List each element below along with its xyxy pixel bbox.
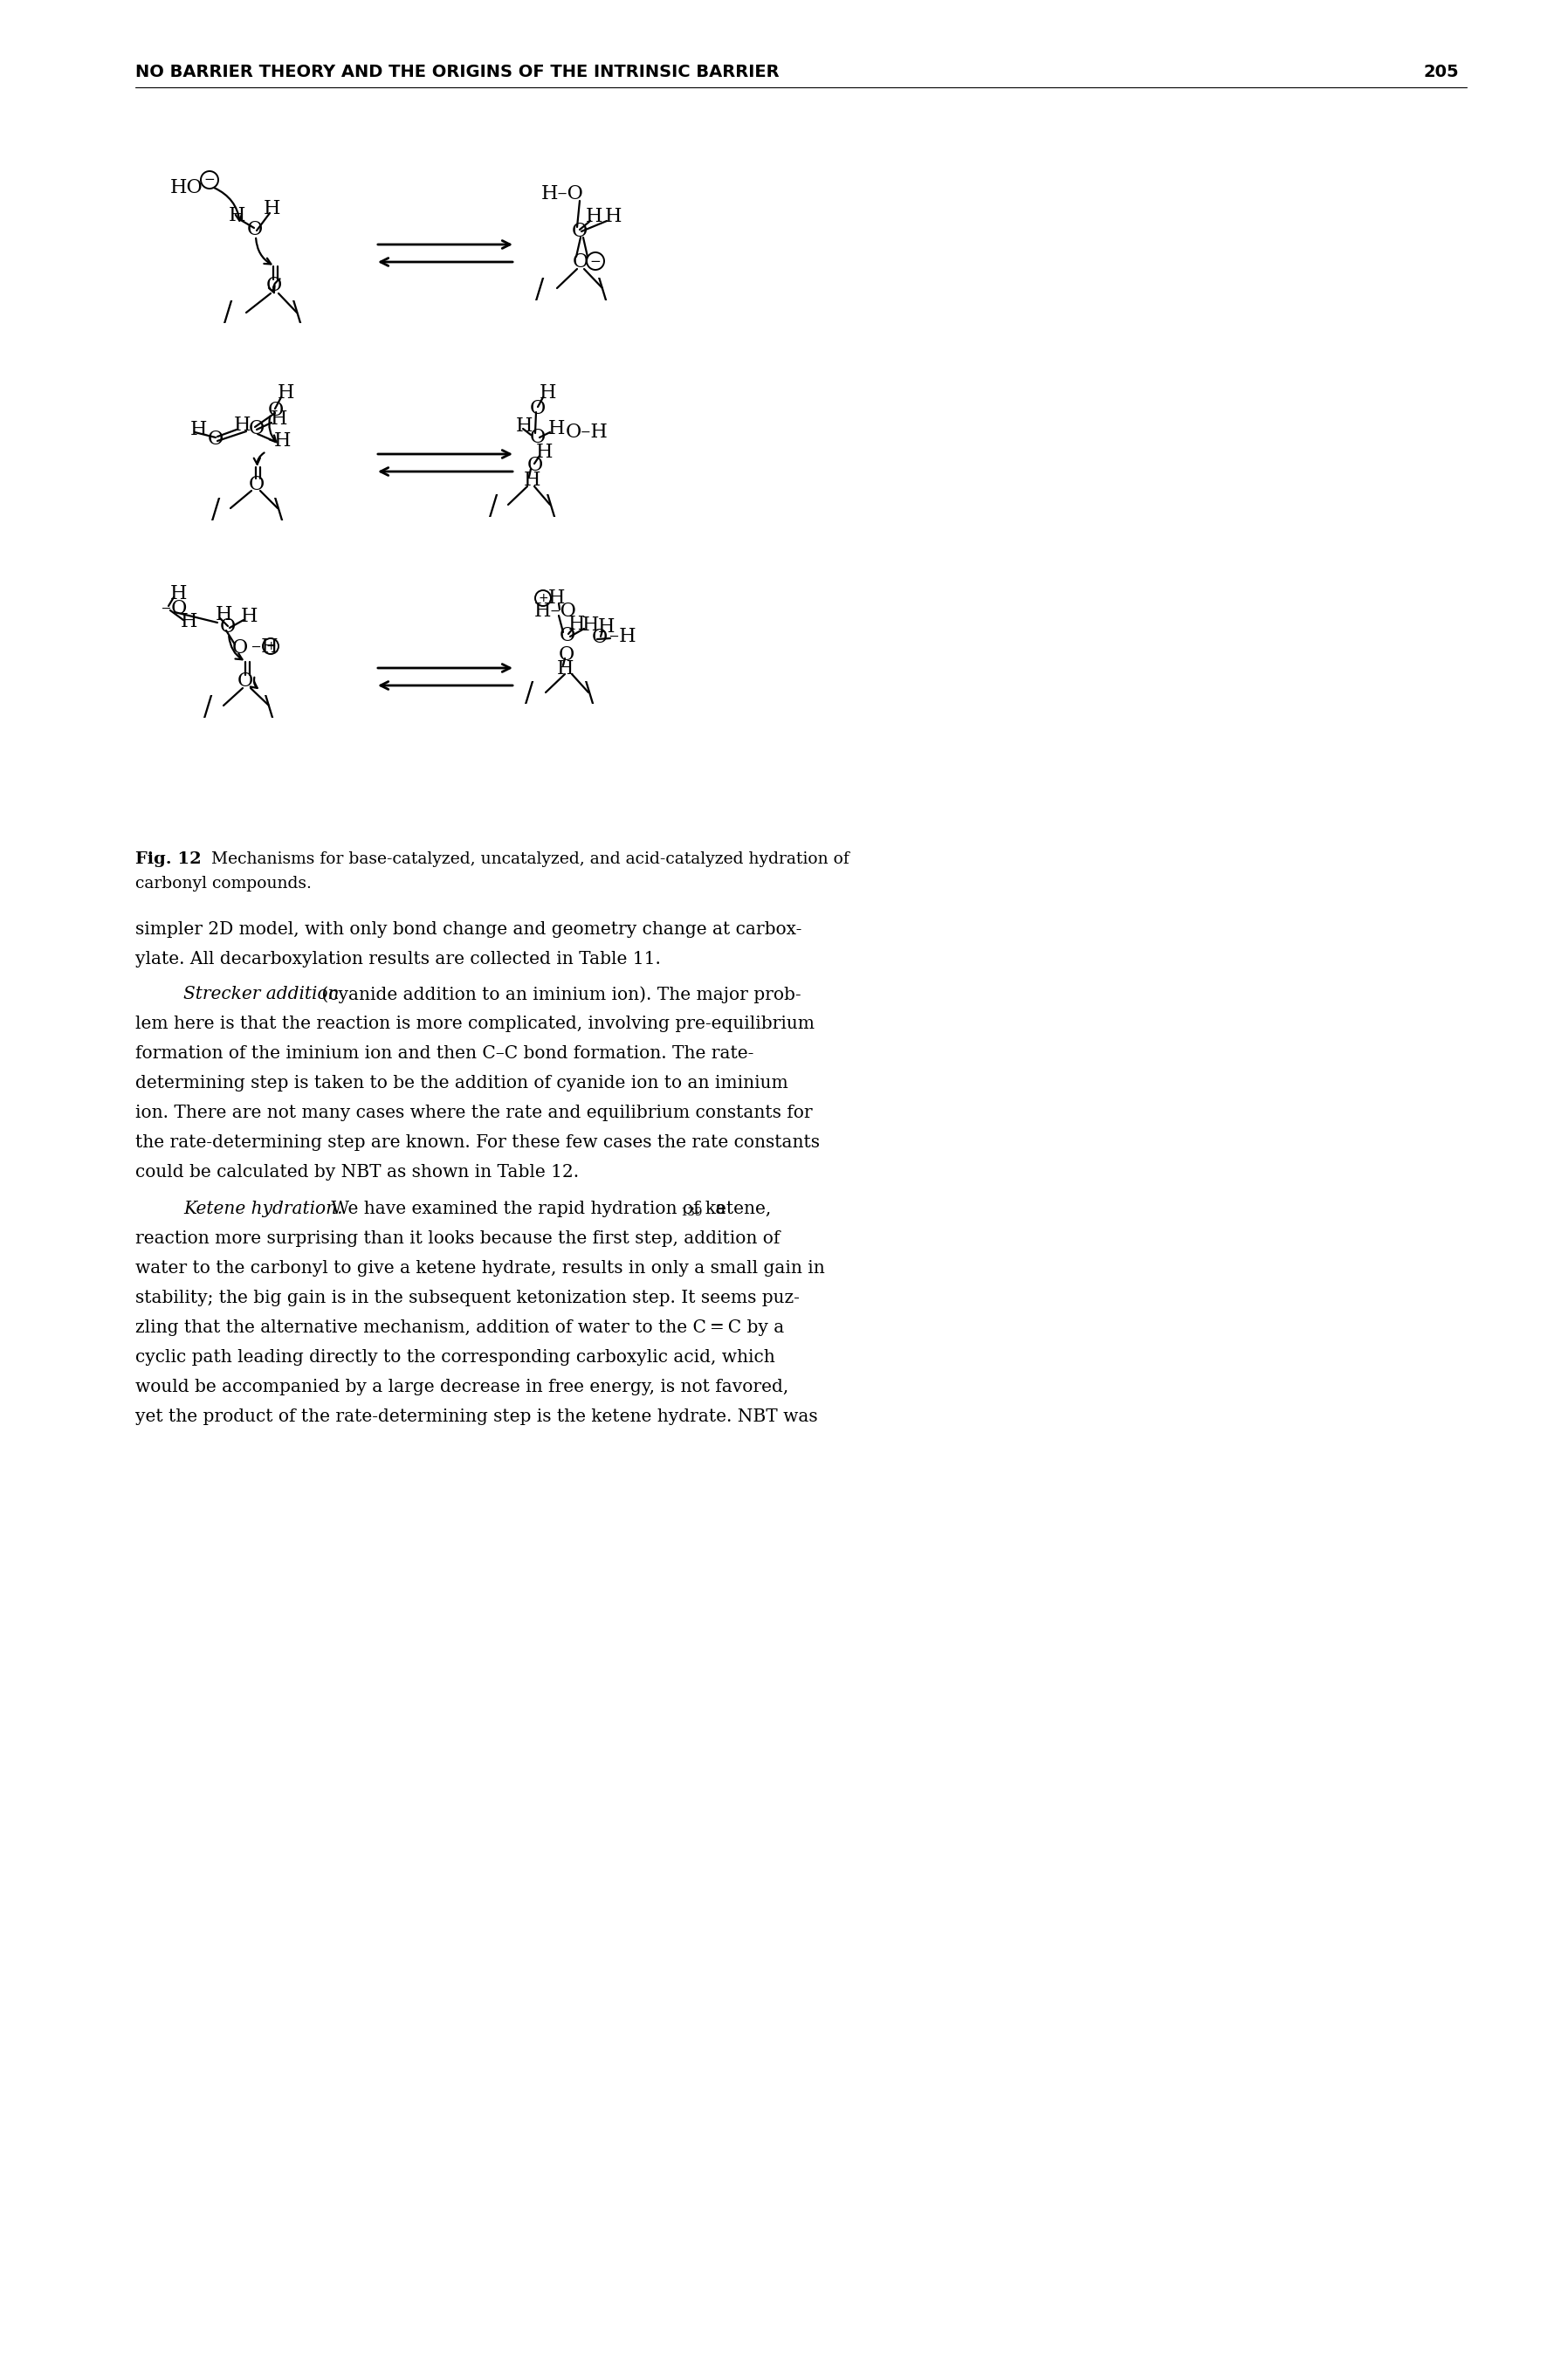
Text: H: H — [216, 605, 232, 624]
Text: /: / — [525, 680, 533, 709]
Text: O: O — [530, 428, 546, 446]
Text: O: O — [572, 253, 588, 272]
Text: simpler 2D model, with only bond change and geometry change at carbox-: simpler 2D model, with only bond change … — [135, 921, 801, 938]
Text: H: H — [586, 208, 602, 227]
Text: H: H — [274, 432, 292, 451]
Text: H: H — [271, 409, 287, 430]
Text: H: H — [557, 659, 574, 678]
Text: (cyanide addition to an iminium ion). The major prob-: (cyanide addition to an iminium ion). Th… — [317, 985, 801, 1004]
Text: H–O: H–O — [535, 602, 577, 621]
Text: H: H — [190, 420, 207, 439]
Text: could be calculated by NBT as shown in Table 12.: could be calculated by NBT as shown in T… — [135, 1164, 579, 1181]
Text: \: \ — [585, 680, 594, 709]
Text: yet the product of the rate-determining step is the ketene hydrate. NBT was: yet the product of the rate-determining … — [135, 1408, 818, 1424]
Text: water to the carbonyl to give a ketene hydrate, results in only a small gain in: water to the carbonyl to give a ketene h… — [135, 1259, 825, 1275]
Text: lem here is that the reaction is more complicated, involving pre-equilibrium: lem here is that the reaction is more co… — [135, 1016, 814, 1032]
Text: ylate. All decarboxylation results are collected in Table 11.: ylate. All decarboxylation results are c… — [135, 952, 660, 968]
Text: reaction more surprising than it looks because the first step, addition of: reaction more surprising than it looks b… — [135, 1231, 779, 1247]
Text: determining step is taken to be the addition of cyanide ion to an iminium: determining step is taken to be the addi… — [135, 1075, 789, 1091]
Text: Ketene hydration.: Ketene hydration. — [183, 1200, 343, 1216]
Text: \: \ — [265, 694, 273, 720]
Text: O: O — [527, 456, 543, 475]
Text: −: − — [590, 255, 601, 267]
Text: would be accompanied by a large decrease in free energy, is not favored,: would be accompanied by a large decrease… — [135, 1379, 789, 1396]
Text: O: O — [220, 616, 235, 638]
Text: H: H — [549, 418, 566, 439]
Text: H: H — [263, 198, 281, 217]
Text: H–O: H–O — [541, 184, 583, 203]
Text: H: H — [597, 616, 615, 638]
Text: 205: 205 — [1424, 64, 1458, 80]
Text: \: \ — [274, 496, 284, 524]
Text: ion. There are not many cases where the rate and equilibrium constants for: ion. There are not many cases where the … — [135, 1105, 812, 1122]
Text: Fig. 12: Fig. 12 — [135, 850, 201, 867]
Text: H: H — [180, 612, 198, 631]
Text: –H: –H — [610, 626, 637, 647]
Text: –H: –H — [251, 638, 278, 657]
Text: H: H — [229, 205, 246, 224]
Text: \: \ — [293, 300, 301, 326]
Text: H: H — [524, 470, 541, 489]
Text: H: H — [568, 614, 585, 633]
Text: H: H — [582, 616, 599, 635]
Text: O: O — [558, 645, 575, 664]
Text: O: O — [560, 626, 575, 645]
Text: a: a — [710, 1200, 726, 1216]
Text: H: H — [605, 208, 622, 227]
Text: O: O — [530, 399, 546, 418]
Text: −: − — [204, 172, 215, 187]
Text: We have examined the rapid hydration of ketene,: We have examined the rapid hydration of … — [326, 1200, 771, 1216]
Text: stability; the big gain is in the subsequent ketonization step. It seems puz-: stability; the big gain is in the subseq… — [135, 1290, 800, 1306]
Text: H: H — [549, 588, 566, 607]
Text: O: O — [267, 276, 282, 295]
Text: O: O — [268, 402, 284, 420]
Text: \: \ — [597, 276, 607, 302]
Text: O–H: O–H — [566, 423, 608, 442]
Text: /: / — [204, 694, 212, 720]
Text: /: / — [489, 494, 499, 520]
Text: O: O — [248, 220, 263, 239]
Text: O: O — [237, 671, 254, 690]
Text: –O: –O — [162, 600, 187, 619]
Text: formation of the iminium ion and then C–C bond formation. The rate-: formation of the iminium ion and then C–… — [135, 1046, 754, 1063]
Text: +: + — [538, 593, 549, 605]
Text: H: H — [241, 607, 259, 626]
Text: the rate-determining step are known. For these few cases the rate constants: the rate-determining step are known. For… — [135, 1134, 820, 1150]
Text: 139: 139 — [681, 1207, 702, 1219]
Text: NO BARRIER THEORY AND THE ORIGINS OF THE INTRINSIC BARRIER: NO BARRIER THEORY AND THE ORIGINS OF THE… — [135, 64, 779, 80]
Text: Strecker addition: Strecker addition — [183, 985, 339, 1001]
Text: cyclic path leading directly to the corresponding carboxylic acid, which: cyclic path leading directly to the corr… — [135, 1349, 775, 1365]
Text: O: O — [593, 628, 608, 647]
Text: O: O — [232, 638, 248, 657]
Text: H: H — [278, 383, 295, 402]
Text: O: O — [572, 222, 588, 241]
Text: H: H — [516, 416, 533, 435]
Text: zling that the alternative mechanism, addition of water to the C = C by a: zling that the alternative mechanism, ad… — [135, 1320, 784, 1337]
Text: H: H — [234, 416, 251, 435]
Text: O: O — [249, 475, 265, 494]
Text: carbonyl compounds.: carbonyl compounds. — [135, 876, 312, 890]
Text: Mechanisms for base-catalyzed, uncatalyzed, and acid-catalyzed hydration of: Mechanisms for base-catalyzed, uncatalyz… — [201, 850, 850, 867]
Text: H: H — [536, 442, 554, 463]
Text: H: H — [171, 583, 187, 602]
Text: O: O — [209, 430, 224, 449]
Text: /: / — [212, 496, 220, 524]
Text: O: O — [249, 418, 265, 439]
Text: +: + — [265, 640, 276, 652]
Text: /: / — [224, 300, 232, 326]
Text: /: / — [535, 276, 544, 302]
Text: H: H — [539, 383, 557, 402]
Text: HO: HO — [171, 177, 204, 198]
Text: \: \ — [547, 494, 555, 520]
